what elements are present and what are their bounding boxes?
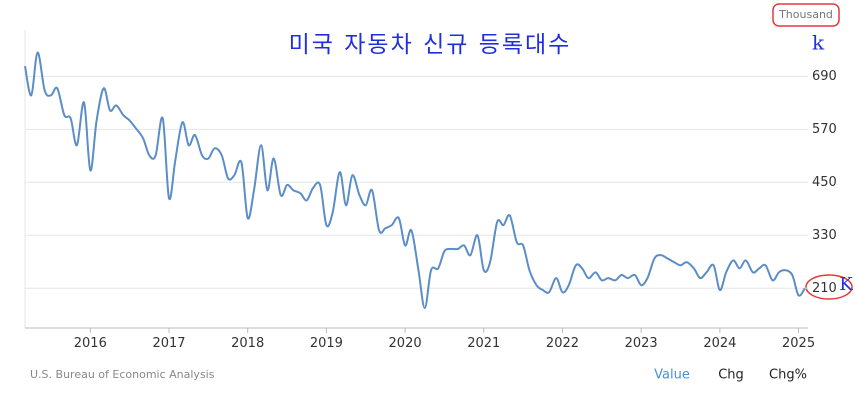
x-tick-label: 2020 bbox=[389, 336, 422, 351]
value-highlight bbox=[805, 274, 853, 300]
x-tick-label: 2024 bbox=[703, 336, 736, 351]
y-tick-label: 690 bbox=[812, 69, 837, 84]
x-tick-label: 2022 bbox=[546, 336, 579, 351]
control-button[interactable]: Value bbox=[654, 368, 690, 383]
annotation: k bbox=[812, 31, 825, 55]
y-tick-label: 450 bbox=[812, 175, 837, 190]
x-tick-label: 2021 bbox=[467, 336, 500, 351]
x-tick-label: 2023 bbox=[625, 336, 658, 351]
annotation: K bbox=[839, 274, 853, 295]
control-button[interactable]: Chg% bbox=[769, 368, 807, 383]
x-tick-label: 2016 bbox=[74, 336, 107, 351]
y-tick-label: 570 bbox=[812, 122, 837, 137]
data-line bbox=[24, 51, 806, 310]
x-tick-label: 2019 bbox=[310, 336, 343, 351]
control-button[interactable]: Chg bbox=[718, 368, 744, 383]
unit-highlight bbox=[772, 3, 840, 27]
y-tick-label: 210 bbox=[812, 281, 837, 296]
x-tick-label: 2018 bbox=[231, 336, 264, 351]
y-tick-label: 330 bbox=[812, 228, 837, 243]
x-tick-label: 2025 bbox=[782, 336, 815, 351]
chart-title: 미국 자동차 신규 등록대수 bbox=[289, 32, 572, 58]
source: U.S. Bureau of Economic Analysis bbox=[30, 368, 215, 381]
x-tick-label: 2017 bbox=[152, 336, 185, 351]
unit-label: Thousand bbox=[778, 8, 833, 21]
